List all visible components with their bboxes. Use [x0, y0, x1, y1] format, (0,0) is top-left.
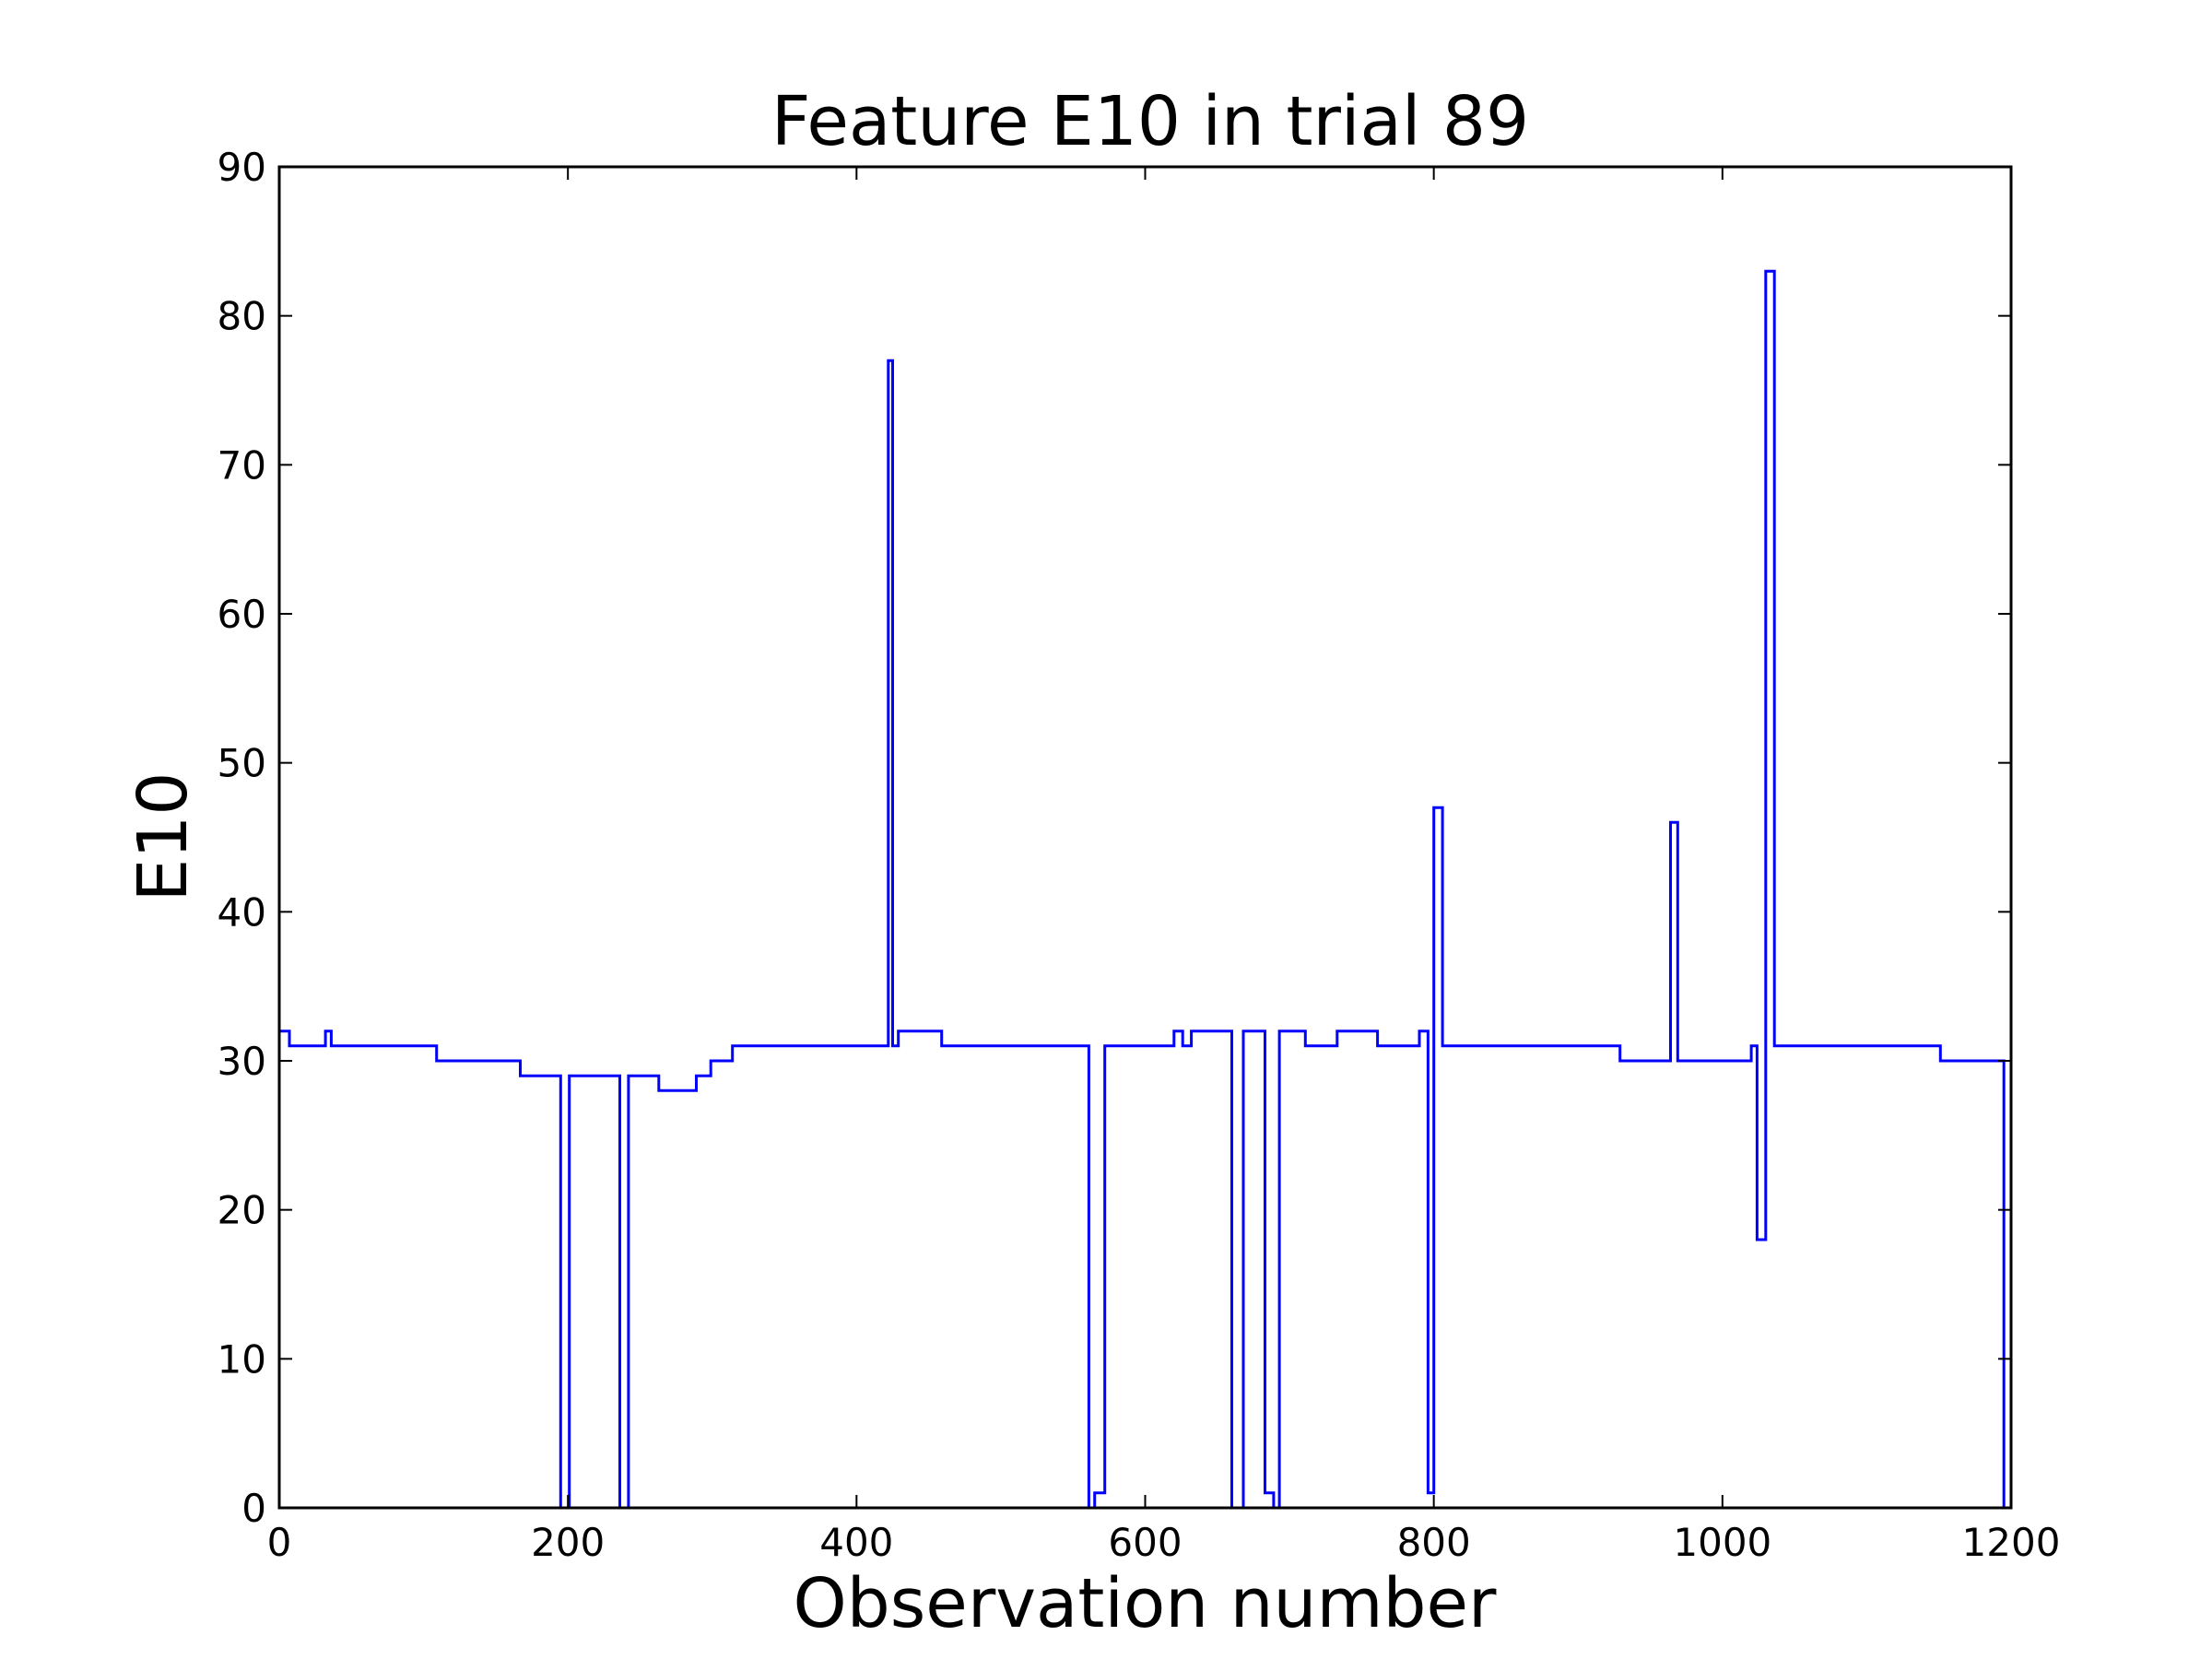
x-tick-label: 1000 [1673, 1520, 1771, 1565]
x-axis-label: Observation number [794, 1564, 1498, 1643]
y-tick-label: 0 [241, 1486, 266, 1531]
y-tick-label: 80 [218, 294, 266, 339]
x-tick-label: 400 [819, 1520, 893, 1565]
x-tick-label: 600 [1108, 1520, 1182, 1565]
y-tick-label: 40 [218, 889, 266, 935]
series-line-e10 [279, 269, 2010, 1510]
y-tick-label: 20 [218, 1188, 266, 1233]
y-tick-label: 50 [218, 741, 266, 786]
x-tick-label: 800 [1397, 1520, 1471, 1565]
y-axis-label: E10 [124, 772, 203, 902]
y-tick-label: 10 [218, 1336, 266, 1382]
x-tick-label: 1200 [1962, 1520, 2061, 1565]
y-tick-label: 30 [218, 1039, 266, 1084]
y-tick-label: 90 [218, 145, 266, 190]
chart-title: Feature E10 in trial 89 [771, 82, 1529, 161]
y-tick-label: 70 [218, 442, 266, 488]
x-tick-label: 200 [531, 1520, 605, 1565]
y-axis: 0 10 20 30 40 50 60 70 80 90 [218, 145, 2011, 1531]
x-axis: 0 200 400 600 800 1000 1200 [267, 167, 2061, 1565]
x-tick-label: 0 [267, 1520, 292, 1565]
y-tick-label: 60 [218, 592, 266, 637]
plot-background [279, 167, 2011, 1508]
plot-area [277, 165, 2013, 1510]
